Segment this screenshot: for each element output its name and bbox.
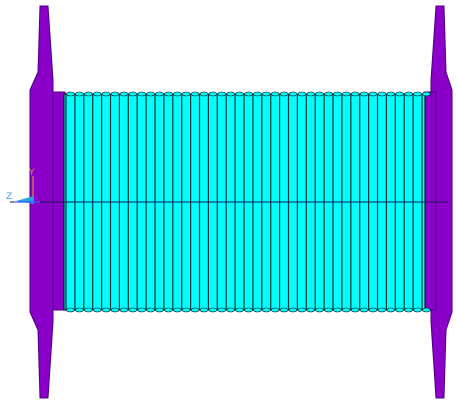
drum-groove-edge-bottom [199,307,209,313]
drum-groove-edge-bottom [146,307,155,313]
drum-groove-edge-top [342,91,351,97]
drum-groove-edge-bottom [359,307,369,313]
coordinate-triad: Y Z [6,168,40,204]
drum-groove-edge-top [146,91,155,97]
drum-groove-edge-bottom [333,307,342,313]
drum-groove-edge-bottom [368,307,378,313]
drum-groove-edge-bottom [235,307,244,313]
drum-groove-edge-top [395,91,404,97]
drum-groove-edge-bottom [110,307,120,313]
drum-groove-edge-bottom [279,307,289,313]
drum-groove-edge-top [75,91,84,97]
drum-groove-edge-top [190,91,200,97]
drum-groove-edge-bottom [173,307,182,313]
drum-groove-edge-bottom [101,307,111,313]
drum-groove-edge-top [333,91,342,97]
drum-groove-edge-top [226,91,235,97]
drum-groove-edge-bottom [119,307,129,313]
drum-groove-edge-top [306,91,316,97]
drum-groove-edge-bottom [306,307,316,313]
drum-groove-edge-bottom [208,307,218,313]
drum-groove-edge-bottom [342,307,351,313]
drum-groove-edge-top [413,91,422,97]
drum-groove-edge-bottom [66,307,75,313]
drum-groove-edge-top [217,91,227,97]
drum-groove-edge-bottom [253,307,262,313]
drum-groove-edge-top [350,91,360,97]
y-axis-label: Y [28,168,35,178]
drum-groove-edge-top [235,91,244,97]
drum-groove-edge-bottom [315,307,324,313]
drum-groove-edge-top [324,91,333,97]
drum-groove-edge-bottom [92,307,102,313]
drum-groove-edge-top [262,91,271,97]
drum-groove-edge-bottom [413,307,422,313]
drum-groove-edge-bottom [270,307,280,313]
drum-groove-edge-top [137,91,146,97]
drum-groove-edge-bottom [217,307,227,313]
drum-groove-edge-top [279,91,289,97]
drum-groove-edge-top [368,91,378,97]
drum-groove-edge-top [128,91,138,97]
drum-groove-edge-bottom [297,307,307,313]
drum-groove-edge-bottom [155,307,164,313]
right-flange-hub [423,91,437,311]
drum-groove-edge-top [422,91,431,97]
drum-groove-edge-top [297,91,307,97]
z-axis-label: Z [6,192,12,202]
drum-groove-edge-bottom [128,307,138,313]
drum-groove-edge-bottom [324,307,333,313]
drum-groove-edge-top [253,91,262,97]
drum-groove-edge-top [101,91,111,97]
drum-groove-edge-bottom [84,307,93,313]
drum-groove-edge-bottom [190,307,200,313]
drum-groove-edge-top [155,91,164,97]
drum-groove-edge-top [110,91,120,97]
drum-groove-edge-bottom [404,307,413,313]
drum-groove-edge-top [199,91,209,97]
drum-groove-edge-bottom [350,307,360,313]
drum-groove-edge-top [119,91,129,97]
drum-groove-edge-bottom [137,307,146,313]
drum-groove-edge-bottom [244,307,253,313]
drum-groove-edge-bottom [422,307,431,313]
drum-groove-edge-top [181,91,191,97]
drum-groove-edge-top [404,91,413,97]
drum-groove-edge-top [288,91,298,97]
z-axis-arrow [16,196,34,204]
drum-groove-edge-top [173,91,182,97]
drum-groove-edge-top [377,91,387,97]
drum-groove-edge-top [66,91,75,97]
drum-groove-edge-top [386,91,396,97]
drum-groove-edge-top [84,91,93,97]
drum-groove-edge-bottom [288,307,298,313]
drum-groove-edge-bottom [226,307,235,313]
drum-groove-edge-top [92,91,102,97]
drum-groove-edge-bottom [262,307,271,313]
drum-groove-edge-top [164,91,173,97]
drum-groove-edge-top [315,91,324,97]
drum-groove-edge-bottom [377,307,387,313]
drum-groove-edge-top [208,91,218,97]
drum-groove-edge-top [270,91,280,97]
drum-groove-edge-bottom [386,307,396,313]
drum-groove-edge-top [244,91,253,97]
left-flange-hub [52,91,66,311]
drum-groove-edge-top [359,91,369,97]
drum-groove-edge-bottom [181,307,191,313]
drum-groove-edge-bottom [75,307,84,313]
drum-groove-edge-bottom [395,307,404,313]
drum-groove-edge-bottom [164,307,173,313]
